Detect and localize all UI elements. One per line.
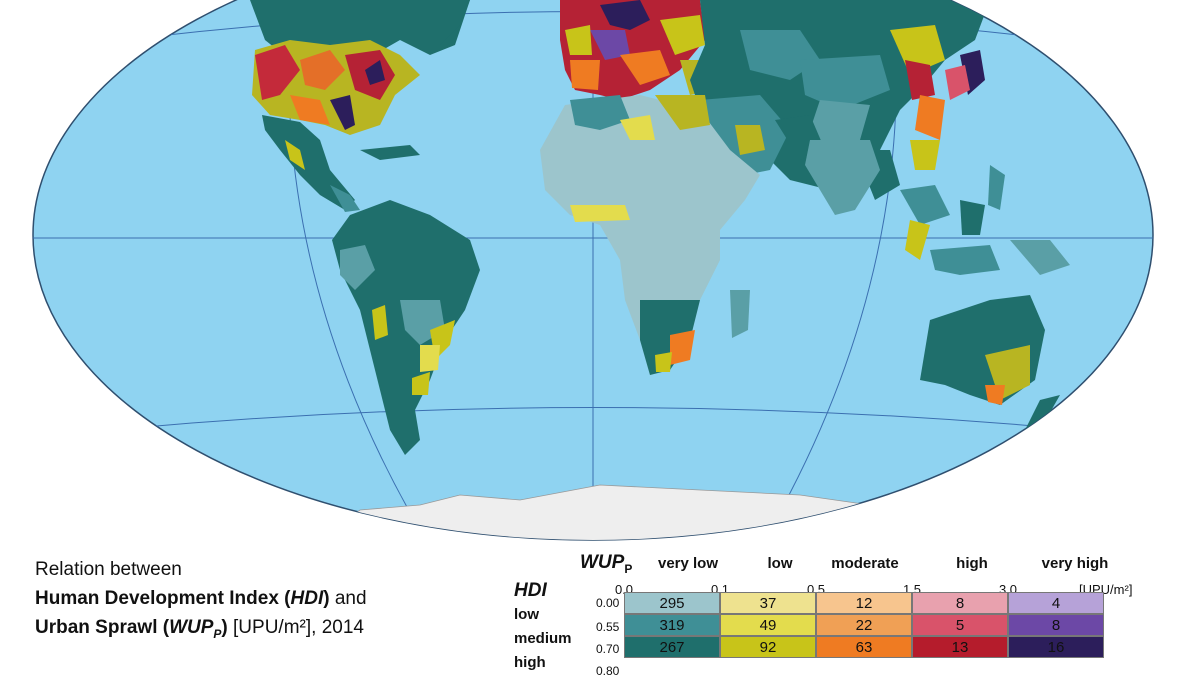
legend-matrix-cell: 63: [816, 636, 912, 658]
map-caption: Relation between Human Development Index…: [35, 555, 367, 649]
legend: WUPP very low low moderate high very high HD…: [510, 550, 1200, 678]
legend-matrix-cell: 295: [624, 592, 720, 614]
caption-wup-name: Urban Sprawl (: [35, 617, 170, 638]
legend-wup-category: moderate: [831, 555, 899, 572]
caption-hdi-name: Human Development Index (: [35, 588, 291, 609]
caption-line-1: Relation between: [35, 559, 182, 580]
legend-matrix-cell: 8: [1008, 614, 1104, 636]
legend-hdi-category: low: [514, 606, 539, 623]
legend-wup-category: very high: [1041, 555, 1109, 572]
legend-wup-category: high: [956, 555, 988, 572]
legend-matrix-cell: 92: [720, 636, 816, 658]
legend-matrix-cell: 8: [912, 592, 1008, 614]
india: [805, 140, 880, 215]
caption-hdi-abbr: HDI: [290, 588, 324, 609]
legend-wup-title-text: WUP: [580, 552, 625, 573]
europe: [560, 0, 720, 100]
greenland: [400, 0, 470, 45]
north-america: [250, 0, 470, 212]
southeast-asia: [930, 165, 1070, 275]
legend-hdi-title: HDI: [514, 580, 547, 601]
australia: [920, 295, 1060, 440]
legend-matrix-cell: 49: [720, 614, 816, 636]
africa: [540, 95, 760, 375]
caption-wup-abbr: WUPP: [169, 617, 222, 641]
caption-hdi-close: ): [323, 588, 330, 609]
legend-matrix-cell: 37: [720, 592, 816, 614]
legend-matrix-cell: 12: [816, 592, 912, 614]
legend-matrix-cell: 5: [912, 614, 1008, 636]
legend-matrix-cell: 22: [816, 614, 912, 636]
legend-hdi-tick: 0.70: [596, 642, 620, 656]
legend-hdi-tick: 0.00: [596, 596, 620, 610]
legend-matrix-cell: 13: [912, 636, 1008, 658]
legend-hdi-category: high: [514, 654, 546, 671]
legend-wup-sub: P: [624, 561, 633, 576]
caption-wup-abbr-text: WUP: [169, 617, 214, 638]
legend-hdi-tick: 0.80: [596, 664, 620, 678]
legend-wup-title: WUPP: [580, 552, 632, 576]
caption-wup-sub: P: [213, 626, 222, 641]
legend-hdi-tick: 0.55: [596, 620, 620, 634]
legend-matrix-cell: 267: [624, 636, 720, 658]
legend-matrix-cell: 4: [1008, 592, 1104, 614]
legend-hdi-category: medium: [514, 630, 572, 647]
south-america: [332, 200, 480, 455]
legend-wup-category: very low: [657, 555, 719, 572]
caption-unit-year: [UPU/m²], 2014: [227, 617, 364, 638]
caption-line-2: Human Development Index (HDI) and: [35, 584, 367, 613]
caption-wup-close: ): [221, 617, 228, 638]
caption-line-3: Urban Sprawl (WUPP) [UPU/m²], 2014: [35, 613, 367, 649]
middle-east: [700, 95, 825, 175]
legend-matrix-cell: 319: [624, 614, 720, 636]
legend-wup-category: low: [767, 555, 793, 572]
world-map: [32, 0, 1154, 541]
legend-matrix-cell: 16: [1008, 636, 1104, 658]
caption-and: and: [329, 588, 367, 609]
